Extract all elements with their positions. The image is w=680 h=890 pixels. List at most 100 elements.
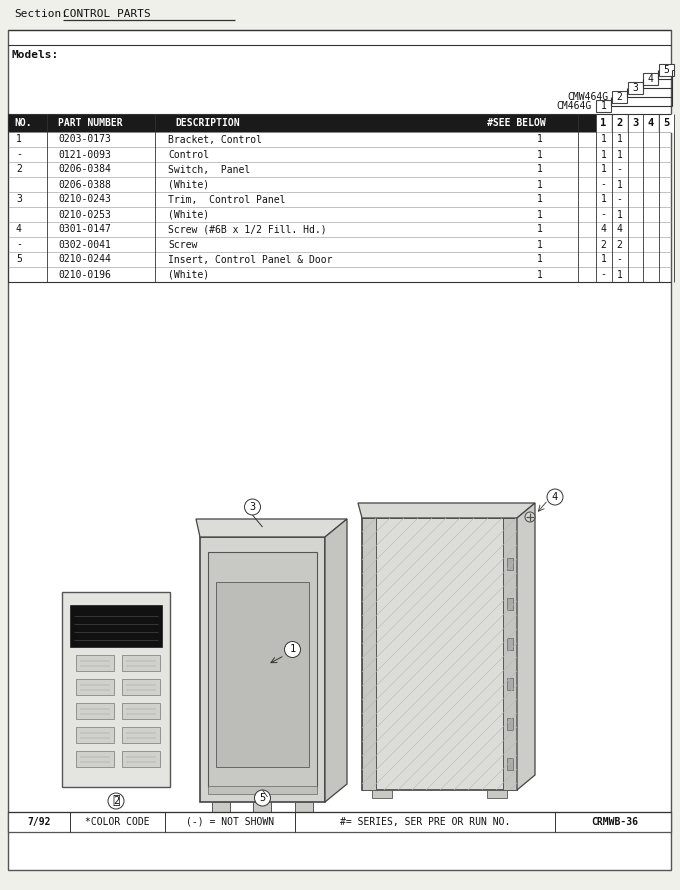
Bar <box>62 592 170 787</box>
Bar <box>76 703 114 719</box>
Text: 1: 1 <box>600 118 607 128</box>
Text: 5: 5 <box>259 793 266 803</box>
Text: 1: 1 <box>537 209 543 220</box>
Bar <box>200 537 325 802</box>
Text: 1: 1 <box>537 195 543 205</box>
Text: 2: 2 <box>616 118 623 128</box>
Text: 1: 1 <box>537 134 543 144</box>
Text: 1: 1 <box>617 270 622 279</box>
Text: 1: 1 <box>600 255 607 264</box>
Polygon shape <box>517 503 535 790</box>
Bar <box>507 678 513 690</box>
Text: 1: 1 <box>537 239 543 249</box>
Bar <box>487 790 507 798</box>
Text: 3: 3 <box>632 118 639 128</box>
Text: 1: 1 <box>600 165 607 174</box>
Text: 4: 4 <box>552 492 558 502</box>
Polygon shape <box>358 503 535 518</box>
Text: 7/92: 7/92 <box>27 817 51 827</box>
Bar <box>295 802 313 812</box>
Text: (White): (White) <box>168 180 209 190</box>
Text: -: - <box>617 165 622 174</box>
Text: 1: 1 <box>16 134 22 144</box>
Circle shape <box>245 499 260 515</box>
Text: 0206-0384: 0206-0384 <box>58 165 111 174</box>
Text: 4: 4 <box>600 224 607 234</box>
Text: 1: 1 <box>537 150 543 159</box>
Bar <box>216 582 309 767</box>
Bar <box>212 802 230 812</box>
Bar <box>507 638 513 650</box>
Text: Models:: Models: <box>12 50 59 60</box>
Text: -: - <box>617 195 622 205</box>
Text: 5: 5 <box>664 65 669 75</box>
Text: -: - <box>600 180 607 190</box>
Text: 0121-0093: 0121-0093 <box>58 150 111 159</box>
Text: 2: 2 <box>617 92 622 102</box>
Text: Control: Control <box>168 150 209 159</box>
Text: 0302-0041: 0302-0041 <box>58 239 111 249</box>
Text: 3: 3 <box>632 83 639 93</box>
Bar <box>76 679 114 695</box>
Text: #SEE BELOW: #SEE BELOW <box>487 118 546 128</box>
Text: Insert, Control Panel & Door: Insert, Control Panel & Door <box>168 255 333 264</box>
Text: -: - <box>600 270 607 279</box>
Bar <box>507 558 513 570</box>
Bar <box>362 518 376 790</box>
Text: NO.: NO. <box>14 118 32 128</box>
Bar <box>8 114 671 132</box>
Text: ②: ② <box>112 795 120 807</box>
Bar <box>253 802 271 812</box>
Circle shape <box>547 489 563 505</box>
Text: 1: 1 <box>600 134 607 144</box>
Bar <box>122 679 160 695</box>
Bar <box>628 114 643 132</box>
Bar <box>507 598 513 610</box>
Text: 1: 1 <box>617 150 622 159</box>
Text: 1: 1 <box>537 224 543 234</box>
Text: 1: 1 <box>537 180 543 190</box>
Text: 1: 1 <box>600 150 607 159</box>
Text: 3: 3 <box>16 195 22 205</box>
Text: 1: 1 <box>600 195 607 205</box>
Text: 2: 2 <box>617 239 622 249</box>
Text: 3: 3 <box>250 502 256 512</box>
Text: PART NUMBER: PART NUMBER <box>58 118 122 128</box>
Text: -: - <box>600 209 607 220</box>
Text: CRMWB-36: CRMWB-36 <box>592 817 639 827</box>
Text: DESCRIPTION: DESCRIPTION <box>175 118 239 128</box>
Bar <box>372 790 392 798</box>
Text: 1: 1 <box>617 180 622 190</box>
Text: 0210-0243: 0210-0243 <box>58 195 111 205</box>
Text: 5: 5 <box>16 255 22 264</box>
Text: 0210-0196: 0210-0196 <box>58 270 111 279</box>
Bar <box>507 758 513 770</box>
Bar <box>596 114 611 132</box>
Text: 1: 1 <box>617 134 622 144</box>
Bar <box>503 518 517 790</box>
Text: (White): (White) <box>168 270 209 279</box>
Circle shape <box>525 512 535 522</box>
Bar <box>643 73 658 85</box>
Text: 4: 4 <box>617 224 622 234</box>
Text: #= SERIES, SER PRE OR RUN NO.: #= SERIES, SER PRE OR RUN NO. <box>340 817 510 827</box>
Text: Screw: Screw <box>168 239 197 249</box>
Polygon shape <box>196 519 347 537</box>
Text: -: - <box>617 255 622 264</box>
Text: 0301-0147: 0301-0147 <box>58 224 111 234</box>
Text: 1: 1 <box>537 255 543 264</box>
Text: (White): (White) <box>168 209 209 220</box>
Text: -: - <box>16 239 22 249</box>
Text: 4: 4 <box>647 118 653 128</box>
Text: Screw (#6B x 1/2 Fill. Hd.): Screw (#6B x 1/2 Fill. Hd.) <box>168 224 326 234</box>
Text: 1: 1 <box>600 101 607 111</box>
Circle shape <box>254 790 271 806</box>
Bar <box>596 100 611 112</box>
Text: 4: 4 <box>16 224 22 234</box>
Text: Switch,  Panel: Switch, Panel <box>168 165 250 174</box>
Text: 5: 5 <box>664 118 670 128</box>
Bar <box>612 91 627 103</box>
Text: CM464G: CM464G <box>557 101 592 111</box>
Text: 1: 1 <box>617 209 622 220</box>
Bar <box>628 82 643 94</box>
